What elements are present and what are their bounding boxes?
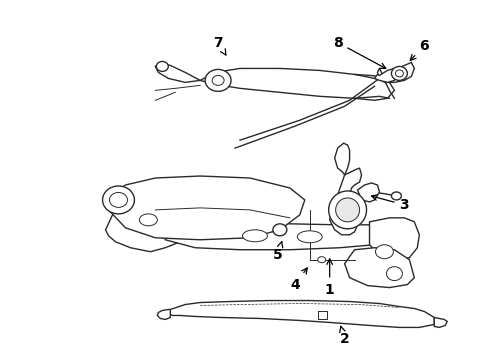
Text: 6: 6 xyxy=(410,39,429,60)
Polygon shape xyxy=(157,310,171,319)
Polygon shape xyxy=(344,248,415,288)
Ellipse shape xyxy=(329,191,367,229)
Ellipse shape xyxy=(243,230,268,242)
Polygon shape xyxy=(155,62,200,82)
Text: 7: 7 xyxy=(213,36,226,55)
Polygon shape xyxy=(108,176,305,240)
Polygon shape xyxy=(335,143,349,175)
Text: 4: 4 xyxy=(290,268,307,292)
Text: 8: 8 xyxy=(333,36,386,68)
Ellipse shape xyxy=(273,224,287,236)
Ellipse shape xyxy=(392,67,407,80)
Ellipse shape xyxy=(102,186,134,214)
Polygon shape xyxy=(200,68,394,100)
Polygon shape xyxy=(377,62,415,82)
Polygon shape xyxy=(369,218,419,260)
Text: 1: 1 xyxy=(325,259,335,297)
Polygon shape xyxy=(330,168,362,235)
Ellipse shape xyxy=(392,192,401,200)
Polygon shape xyxy=(358,183,379,202)
Text: 2: 2 xyxy=(340,326,349,346)
Ellipse shape xyxy=(110,193,127,207)
Ellipse shape xyxy=(387,267,402,280)
Text: 5: 5 xyxy=(273,242,283,262)
Text: 3: 3 xyxy=(371,195,409,212)
Ellipse shape xyxy=(212,75,224,85)
Polygon shape xyxy=(374,68,397,82)
Polygon shape xyxy=(168,301,434,328)
Ellipse shape xyxy=(375,245,393,259)
Ellipse shape xyxy=(395,70,403,77)
Polygon shape xyxy=(105,196,200,252)
Ellipse shape xyxy=(140,214,157,226)
Ellipse shape xyxy=(156,62,168,71)
Ellipse shape xyxy=(297,231,322,243)
Ellipse shape xyxy=(336,198,360,222)
Polygon shape xyxy=(155,215,394,250)
Ellipse shape xyxy=(205,69,231,91)
Ellipse shape xyxy=(318,257,326,263)
Polygon shape xyxy=(434,318,447,328)
